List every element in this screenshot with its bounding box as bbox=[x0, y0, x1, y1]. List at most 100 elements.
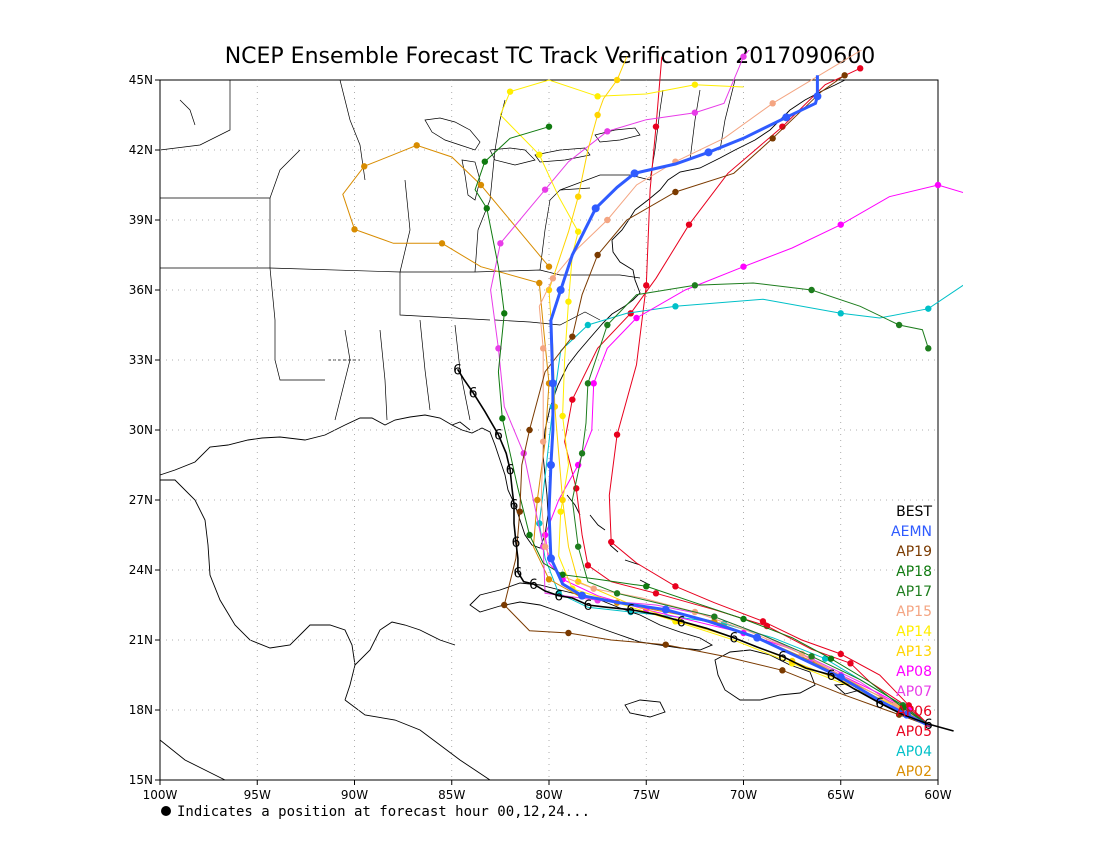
coastlines-and-borders bbox=[159, 79, 862, 781]
track-position-dot bbox=[495, 345, 502, 352]
track-ap18 bbox=[474, 123, 931, 727]
track-position-dot bbox=[837, 650, 844, 658]
track-position-dot bbox=[661, 605, 670, 614]
track-position-dot bbox=[545, 263, 553, 270]
y-tick-label: 39N bbox=[129, 213, 153, 227]
track-position-dot bbox=[691, 81, 699, 88]
y-tick-label: 27N bbox=[129, 493, 153, 507]
track-position-dot bbox=[351, 226, 358, 233]
track-position-dot bbox=[740, 615, 747, 623]
track-position-dot bbox=[704, 148, 713, 157]
track-position-dot bbox=[685, 221, 693, 228]
track-position-dot bbox=[613, 431, 621, 438]
track-position-dot bbox=[534, 496, 541, 504]
track-position-dot bbox=[499, 415, 506, 422]
y-tick-label: 42N bbox=[129, 143, 153, 157]
hurricane-symbol-icon: 6 bbox=[875, 696, 884, 712]
track-position-dot bbox=[808, 286, 815, 294]
track-position-dot bbox=[925, 305, 932, 312]
track-position-dot bbox=[591, 204, 600, 213]
y-tick-label: 30N bbox=[129, 423, 153, 437]
legend-entry-ap06: AP06 bbox=[896, 704, 932, 720]
track-position-dot bbox=[643, 583, 650, 590]
track-line bbox=[456, 368, 954, 732]
hurricane-symbol-icon: 6 bbox=[583, 598, 592, 614]
track-position-dot bbox=[769, 135, 776, 142]
track-position-dot bbox=[546, 461, 555, 469]
hurricane-symbol-icon: 6 bbox=[529, 577, 538, 593]
track-position-dot bbox=[483, 205, 490, 212]
y-tick-label: 36N bbox=[129, 283, 153, 297]
track-position-dot bbox=[841, 72, 848, 79]
track-position-dot bbox=[604, 216, 611, 224]
track-position-dot bbox=[497, 240, 504, 247]
track-position-dot bbox=[548, 379, 557, 388]
track-position-dot bbox=[857, 65, 864, 72]
track-position-dot bbox=[541, 531, 549, 539]
track-position-dot bbox=[546, 554, 555, 563]
legend-entry-ap04: AP04 bbox=[896, 744, 932, 760]
track-position-dot bbox=[569, 333, 576, 340]
track-position-dot bbox=[565, 629, 572, 637]
track-position-dot bbox=[837, 310, 844, 317]
track-best bbox=[456, 368, 954, 732]
track-position-dot bbox=[613, 76, 621, 84]
track-line bbox=[474, 126, 931, 727]
y-tick-label: 45N bbox=[129, 73, 153, 87]
track-position-dot bbox=[594, 251, 601, 259]
track-line bbox=[547, 75, 931, 728]
track-position-dot bbox=[594, 111, 601, 119]
footnote-dot-icon bbox=[161, 806, 171, 816]
track-position-dot bbox=[539, 438, 547, 445]
track-position-dot bbox=[827, 655, 835, 662]
track-position-dot bbox=[516, 508, 524, 515]
track-line bbox=[608, 56, 931, 727]
track-position-dot bbox=[633, 314, 640, 322]
track-position-dot bbox=[477, 181, 485, 189]
hurricane-symbol-icon: 6 bbox=[453, 362, 462, 378]
track-position-dot bbox=[779, 123, 786, 130]
track-position-dot bbox=[672, 188, 679, 196]
hurricane-symbol-icon: 6 bbox=[827, 668, 836, 684]
track-position-dot bbox=[539, 345, 547, 352]
hurricane-symbol-icon: 6 bbox=[513, 565, 522, 581]
track-ap17 bbox=[571, 282, 932, 727]
track-position-dot bbox=[545, 123, 553, 130]
track-position-dot bbox=[541, 186, 549, 193]
y-tick-label: 24N bbox=[129, 563, 153, 577]
track-position-dot bbox=[545, 286, 553, 294]
track-position-dot bbox=[837, 221, 844, 228]
track-position-dot bbox=[584, 380, 592, 387]
track-position-dot bbox=[506, 88, 514, 95]
track-position-dot bbox=[541, 543, 549, 550]
track-position-dot bbox=[691, 109, 699, 116]
track-position-dot bbox=[520, 450, 527, 457]
track-position-dot bbox=[590, 585, 597, 592]
track-position-dot bbox=[759, 618, 767, 625]
track-position-dot bbox=[672, 583, 679, 590]
x-tick-label: 70W bbox=[730, 788, 757, 802]
track-position-dot bbox=[559, 412, 566, 420]
axis-ticks: 100W 95W 90W 85W 80W 75W 70W 65W 60W 15N 18N 21N 24N… bbox=[129, 73, 952, 802]
x-tick-label: 85W bbox=[438, 788, 465, 802]
hurricane-symbol-icon: 6 bbox=[626, 603, 635, 619]
track-position-dot bbox=[753, 633, 762, 642]
track-aemn bbox=[546, 75, 931, 728]
track-position-dot bbox=[608, 538, 615, 546]
track-position-dot bbox=[691, 282, 699, 289]
track-position-dot bbox=[899, 704, 907, 711]
track-position-dot bbox=[559, 571, 566, 578]
x-tick-label: 65W bbox=[827, 788, 854, 802]
track-position-dot bbox=[526, 531, 533, 539]
track-position-dot bbox=[501, 310, 508, 317]
legend-entry-ap08: AP08 bbox=[896, 664, 932, 680]
track-position-dot bbox=[584, 321, 592, 329]
track-position-dot bbox=[481, 158, 489, 165]
track-position-dot bbox=[574, 193, 582, 200]
legend-entry-ap14: AP14 bbox=[896, 624, 932, 640]
hurricane-symbol-icon: 6 bbox=[494, 428, 503, 444]
track-position-dot bbox=[604, 128, 611, 135]
forecast-tracks bbox=[342, 50, 963, 732]
track-line bbox=[499, 79, 931, 727]
